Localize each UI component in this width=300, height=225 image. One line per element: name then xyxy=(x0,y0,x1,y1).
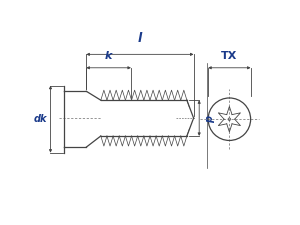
Text: TX: TX xyxy=(221,51,238,61)
Text: d: d xyxy=(202,115,212,122)
Text: dk: dk xyxy=(34,114,47,124)
Text: l: l xyxy=(138,32,142,45)
Text: k: k xyxy=(105,51,112,61)
